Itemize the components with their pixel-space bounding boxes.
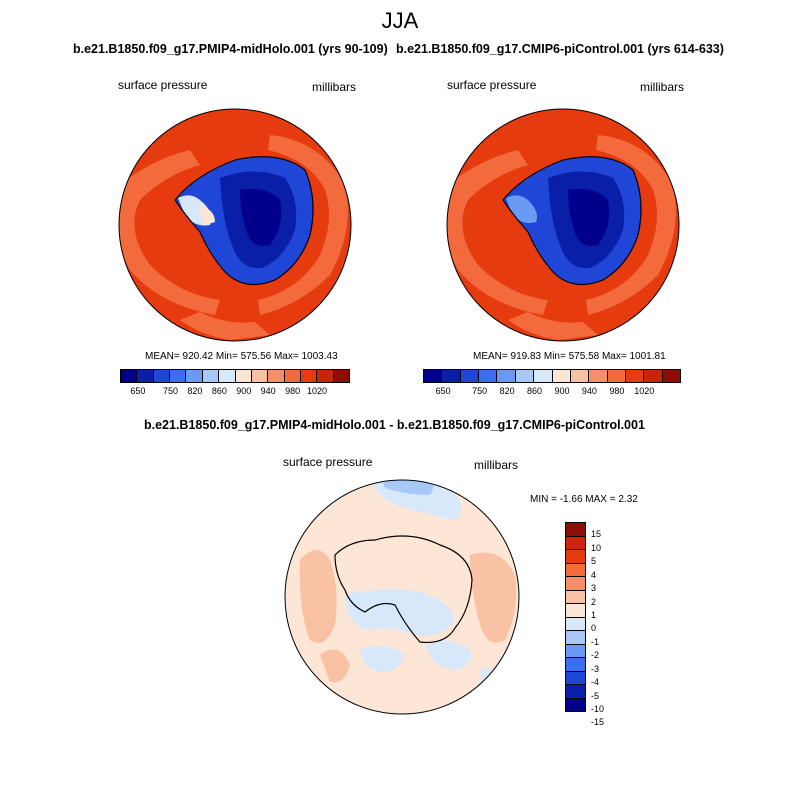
colorbar-tick-label: -10 <box>591 704 605 714</box>
colorbar-swatch <box>566 671 585 685</box>
colorbar-swatch <box>170 370 187 382</box>
panel2-variable: surface pressure <box>447 78 537 92</box>
colorbar-swatch <box>566 536 585 550</box>
colorbar-swatch <box>644 370 663 382</box>
panel2-map <box>447 109 679 341</box>
colorbar-swatch <box>442 370 461 382</box>
season-title: JJA <box>381 8 419 33</box>
colorbar-swatch <box>479 370 498 382</box>
colorbar-swatch <box>251 370 269 382</box>
colorbar-tick-label: 860 <box>211 386 227 396</box>
colorbar-tick-label: 650 <box>130 386 146 396</box>
colorbar-swatch <box>137 370 154 382</box>
colorbar-tick-label: 1020 <box>307 386 328 396</box>
colorbar-swatch <box>566 590 585 604</box>
panel2-stats: MEAN= 919.83 Min= 575.58 Max= 1001.81 <box>473 351 666 362</box>
panel2-units: millibars <box>640 80 685 94</box>
colorbar-swatch <box>153 370 171 382</box>
panel3-colorbar <box>565 522 586 712</box>
panel1-map <box>119 109 351 341</box>
colorbar-swatch <box>460 370 480 382</box>
colorbar-swatch <box>268 370 285 382</box>
colorbar-tick-label: 820 <box>499 386 515 396</box>
colorbar-swatch <box>497 370 516 382</box>
colorbar-swatch <box>219 370 236 382</box>
colorbar-swatch <box>317 370 334 382</box>
colorbar-swatch <box>625 370 645 382</box>
panel3-units: millibars <box>474 458 519 472</box>
colorbar-swatch <box>570 370 590 382</box>
colorbar-tick-label: 4 <box>591 569 597 580</box>
colorbar-swatch <box>235 370 252 382</box>
panel3-stats: MIN = -1.66 MAX = 2.32 <box>530 494 638 505</box>
colorbar-swatch <box>566 644 585 658</box>
panel1-title: b.e21.B1850.f09_g17.PMIP4-midHolo.001 (y… <box>73 42 388 56</box>
colorbar-swatch <box>333 370 350 382</box>
colorbar-tick-label: -4 <box>591 677 600 688</box>
panel1-variable: surface pressure <box>118 78 208 92</box>
panel1-stats: MEAN= 920.42 Min= 575.56 Max= 1003.43 <box>145 351 338 362</box>
colorbar-swatch <box>566 698 585 711</box>
colorbar-swatch <box>662 370 681 382</box>
colorbar-swatch <box>566 563 585 577</box>
colorbar-swatch <box>566 550 585 564</box>
colorbar-tick-label: 940 <box>260 386 276 396</box>
colorbar-tick-label: 980 <box>285 386 301 396</box>
colorbar-tick-label: -1 <box>591 636 600 647</box>
colorbar-tick-label: 5 <box>591 556 597 567</box>
colorbar-tick-label: 750 <box>162 386 178 396</box>
colorbar-tick-label: 1020 <box>634 386 655 396</box>
colorbar-tick-label: 940 <box>581 386 597 396</box>
panel1-colorbar <box>120 369 350 383</box>
colorbar-swatch <box>300 370 318 382</box>
colorbar-tick-label: 980 <box>609 386 625 396</box>
colorbar-tick-label: 10 <box>591 542 602 553</box>
panel1-units: millibars <box>312 80 357 94</box>
colorbar-tick-label: 900 <box>554 386 570 396</box>
colorbar-swatch <box>552 370 571 382</box>
panel2-colorbar <box>423 369 681 383</box>
colorbar-tick-label: 0 <box>591 623 597 634</box>
colorbar-tick-label: -5 <box>591 690 600 701</box>
colorbar-tick-label: 1 <box>591 610 597 620</box>
colorbar-swatch <box>566 523 585 537</box>
colorbar-tick-label: 15 <box>591 529 602 540</box>
panel3-map <box>285 480 519 714</box>
colorbar-swatch <box>534 370 553 382</box>
colorbar-swatch <box>566 617 585 631</box>
colorbar-tick-label: 750 <box>472 386 488 396</box>
colorbar-tick-label: -3 <box>591 663 600 674</box>
panel3-variable: surface pressure <box>283 455 373 469</box>
colorbar-swatch <box>284 370 301 382</box>
colorbar-swatch <box>515 370 535 382</box>
colorbar-swatch <box>202 370 220 382</box>
colorbar-tick-label: 2 <box>591 596 597 607</box>
colorbar-swatch <box>186 370 203 382</box>
colorbar-tick-label: 3 <box>591 583 597 594</box>
colorbar-tick-label: 900 <box>236 386 252 396</box>
colorbar-swatch <box>566 685 585 699</box>
colorbar-swatch <box>566 604 585 618</box>
panel3-title: b.e21.B1850.f09_g17.PMIP4-midHolo.001 - … <box>144 418 645 432</box>
colorbar-tick-label: -2 <box>591 650 600 661</box>
colorbar-swatch <box>424 370 443 382</box>
colorbar-swatch <box>589 370 608 382</box>
colorbar-swatch <box>566 577 585 591</box>
colorbar-tick-label: 650 <box>435 386 451 396</box>
colorbar-tick-label: 820 <box>187 386 203 396</box>
colorbar-swatch <box>566 658 585 672</box>
panel2-title: b.e21.B1850.f09_g17.CMIP6-piControl.001 … <box>396 42 724 56</box>
colorbar-swatch <box>607 370 626 382</box>
colorbar-tick-label: 860 <box>527 386 543 396</box>
colorbar-swatch <box>566 631 585 645</box>
colorbar-swatch <box>121 370 138 382</box>
colorbar-tick-label: -15 <box>591 717 605 728</box>
